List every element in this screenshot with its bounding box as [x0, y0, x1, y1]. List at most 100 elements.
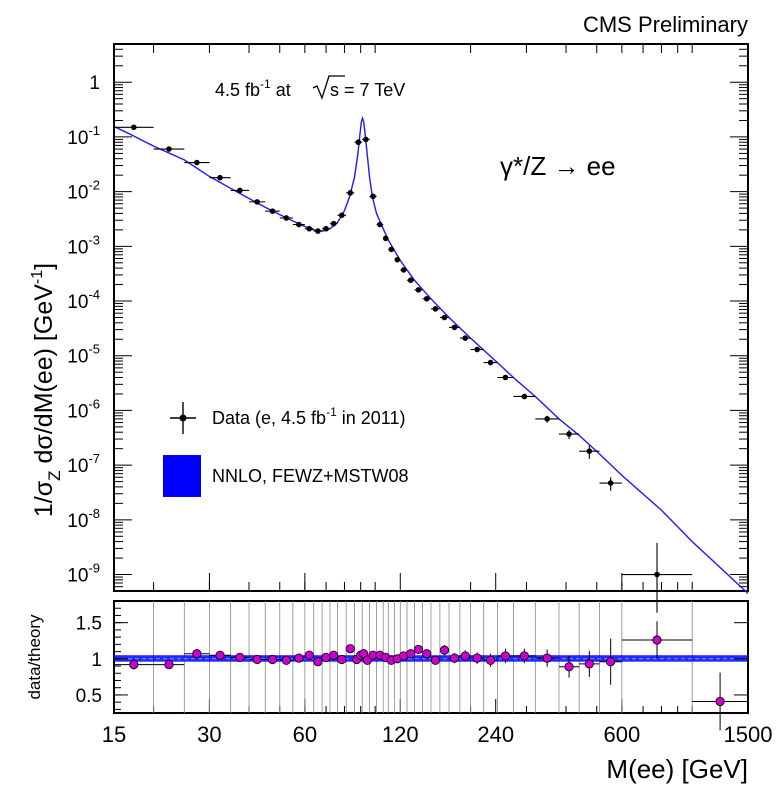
- data-point: [407, 277, 414, 284]
- ratio-point: [252, 654, 262, 665]
- data-point: [306, 225, 313, 232]
- data-point: [566, 431, 572, 437]
- ratio-point: [337, 654, 347, 665]
- x-tick-label: 1500: [724, 722, 773, 747]
- y-tick-label: 10-3: [67, 232, 100, 258]
- ratio-point: [321, 652, 331, 662]
- data-point: [462, 335, 469, 341]
- ratio-point: [439, 645, 450, 655]
- data-point: [330, 220, 337, 227]
- ratio-point: [406, 649, 416, 659]
- ratio-point: [164, 659, 174, 670]
- data-point: [283, 215, 290, 221]
- ratio-y-axis-label: data/theory: [25, 614, 44, 700]
- y-tick-label: 10-9: [67, 561, 100, 587]
- ratio-point: [449, 653, 460, 663]
- data-point: [370, 193, 376, 200]
- ratio-plot-area: 0.5 1 1.5: [76, 601, 749, 731]
- ratio-point: [485, 655, 496, 665]
- ratio-point: [235, 652, 245, 662]
- ratio-point: [606, 657, 616, 667]
- data-point: [323, 225, 329, 232]
- y-tick-label: 10-1: [67, 123, 100, 149]
- data-point: [166, 146, 172, 152]
- x-tick-label: 240: [477, 722, 514, 747]
- sqrt-sign-icon: [312, 75, 345, 100]
- data-point: [521, 393, 528, 400]
- data-point: [355, 139, 362, 146]
- data-point: [487, 359, 494, 366]
- ratio-point: [460, 651, 470, 661]
- y-tick-label: 10-2: [67, 178, 100, 204]
- data-point: [400, 267, 407, 273]
- ratio-point: [500, 651, 511, 661]
- data-point: [254, 199, 260, 205]
- x-tick-label: 600: [603, 722, 640, 747]
- data-point: [296, 221, 302, 228]
- ratio-point: [304, 650, 314, 660]
- data-point: [502, 374, 509, 381]
- ratio-point: [329, 650, 339, 660]
- ratio-y-tick-label: 1: [91, 650, 102, 671]
- data-point: [432, 306, 439, 312]
- ratio-point: [519, 651, 529, 661]
- legend: Data (e, 4.5 fb-1 in 2011) NNLO, FEWZ+MS…: [163, 402, 409, 497]
- main-plot-area: 1 10-1 10-2 10-3 10-4 10-5 10-6 10-7 10-8 10-9: [67, 43, 749, 613]
- luminosity-label: 4.5 fb-1 at: [215, 77, 291, 100]
- data-point: [607, 480, 614, 486]
- data-point: [363, 136, 369, 143]
- ratio-point: [129, 659, 139, 670]
- data-point: [217, 174, 223, 181]
- legend-theory-swatch: [163, 455, 201, 497]
- y-tick-label: 1: [89, 73, 100, 94]
- y-tick-label: 10-5: [67, 342, 100, 368]
- ratio-point: [472, 653, 482, 663]
- y-tick-label: 10-4: [67, 287, 100, 313]
- ratio-point: [267, 654, 278, 665]
- ratio-point: [542, 653, 552, 663]
- ratio-point: [430, 655, 441, 665]
- data-point: [315, 228, 321, 234]
- ratio-point: [362, 655, 372, 665]
- process-label: γ*/Z → ee: [500, 151, 616, 181]
- x-tick-labels: 15 30 60 120 240 600 1500: [102, 722, 773, 747]
- legend-theory-label: NNLO, FEWZ+MSTW08: [212, 466, 409, 486]
- svg-text:s = 7 TeV: s = 7 TeV: [330, 80, 405, 100]
- legend-data-marker: [170, 402, 196, 434]
- ratio-point: [584, 659, 594, 669]
- theory-curve: [113, 115, 749, 595]
- legend-data-label: Data (e, 4.5 fb-1 in 2011): [212, 405, 405, 428]
- x-tick-label: 60: [293, 722, 317, 747]
- ratio-point: [313, 657, 323, 667]
- data-point: [347, 190, 354, 196]
- ratio-point: [422, 649, 432, 659]
- ratio-y-tick-label: 0.5: [76, 686, 102, 707]
- data-point: [394, 256, 401, 263]
- data-point: [377, 221, 383, 228]
- y-tick-label: 10-7: [67, 451, 100, 477]
- ratio-point: [345, 644, 355, 654]
- ratio-point: [715, 696, 725, 707]
- data-point: [586, 448, 593, 454]
- data-point: [269, 208, 276, 214]
- ratio-point: [294, 653, 304, 663]
- ratio-point: [652, 635, 662, 645]
- data-point: [382, 235, 389, 242]
- x-tick-label: 15: [102, 722, 126, 747]
- experiment-label: CMS Preliminary: [583, 12, 748, 37]
- sqrt-s-label: s = 7 TeV: [312, 75, 405, 100]
- y-tick-label: 10-8: [67, 506, 100, 532]
- x-tick-label: 120: [382, 722, 419, 747]
- y-tick-label: 10-6: [67, 396, 100, 422]
- data-point: [474, 346, 480, 353]
- data-point: [423, 295, 430, 302]
- data-point: [131, 124, 137, 131]
- ratio-point: [192, 649, 202, 659]
- main-y-axis-label: 1/σZ dσ/dM(ee) [GeV-1]: [29, 263, 64, 517]
- main-plot-frame: [113, 43, 749, 592]
- x-axis-label: M(ee) [GeV]: [606, 754, 748, 784]
- data-point: [415, 287, 422, 293]
- data-point: [451, 324, 458, 331]
- ratio-point: [281, 655, 291, 665]
